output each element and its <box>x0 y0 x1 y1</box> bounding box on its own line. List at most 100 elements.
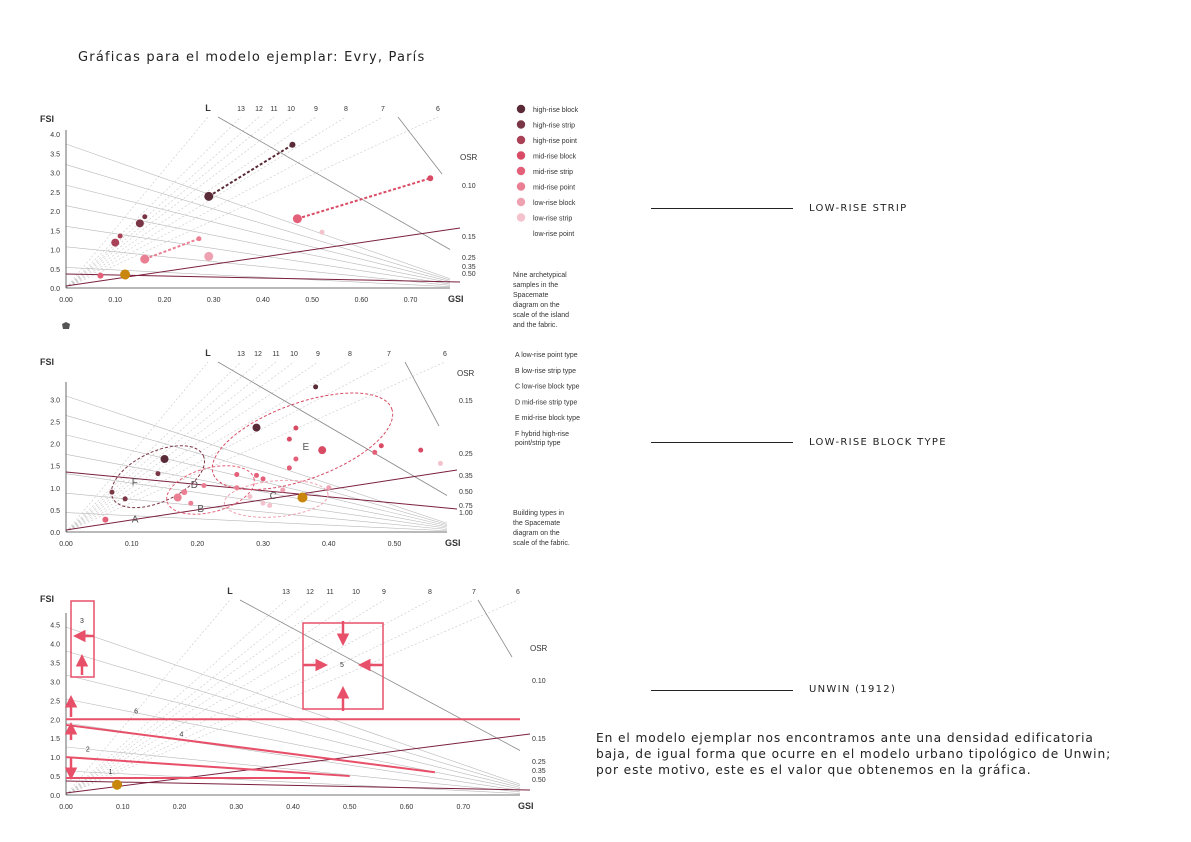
x-tick-label: 0.30 <box>207 297 221 304</box>
l-label: 7 <box>381 106 385 113</box>
l-label: 13 <box>237 106 245 113</box>
trend-line <box>297 177 431 220</box>
l-ray <box>65 116 384 289</box>
data-point <box>319 229 325 235</box>
legend-marker <box>516 166 526 176</box>
l-diagonal-line <box>404 361 440 427</box>
l-label: 8 <box>428 589 432 596</box>
x-tick-label: 0.40 <box>322 541 336 548</box>
x-tick-label: 0.10 <box>125 541 139 548</box>
l-label: 13 <box>282 589 290 596</box>
caption-line: Spacemate <box>513 292 549 299</box>
osr-label: 0.50 <box>532 777 546 784</box>
data-point <box>155 471 161 477</box>
trend-line <box>208 143 293 198</box>
data-point <box>293 456 299 462</box>
l-label: 11 <box>326 589 333 596</box>
l-label: 8 <box>348 351 352 358</box>
reference-line <box>65 471 458 510</box>
y-tick-label: 4.5 <box>50 623 60 630</box>
data-point <box>280 487 286 493</box>
y-tick-label: 0.0 <box>50 530 60 537</box>
caption-line: diagram on the <box>513 530 560 537</box>
data-point <box>109 489 115 495</box>
group-label: A <box>132 514 139 525</box>
legend-label: point/strip type <box>515 440 561 447</box>
osr-title: OSR <box>460 153 478 162</box>
l-label: 6 <box>443 351 447 358</box>
legend-marker <box>516 228 526 238</box>
caption-line: Building types in <box>513 510 564 517</box>
data-point <box>260 500 266 506</box>
l-label: 9 <box>314 106 318 113</box>
group-label: C <box>270 491 277 502</box>
osr-label: 0.35 <box>462 264 476 271</box>
paragraph-line: baja, de igual forma que ocurre en el mo… <box>596 747 1112 761</box>
unwin-box-label: 5 <box>340 662 344 669</box>
osr-label: 0.10 <box>532 678 546 685</box>
osr-label: 0.15 <box>459 398 473 405</box>
x-tick-label: 0.50 <box>305 297 319 304</box>
data-point <box>267 502 273 508</box>
legend-label: E mid-rise block type <box>515 415 580 422</box>
data-point <box>326 485 332 491</box>
legend-marker <box>516 213 526 222</box>
group-label: D <box>191 480 198 491</box>
l-ray <box>65 361 446 533</box>
page-title: Gráficas para el modelo ejemplar: Evry, … <box>78 50 426 65</box>
x-tick-label: 0.20 <box>191 541 205 548</box>
osr-line <box>65 164 451 281</box>
l-ray <box>65 116 317 289</box>
chart-panel-1 <box>62 104 526 329</box>
osr-label: 0.25 <box>459 451 473 458</box>
legend-label: A low-rise point type <box>515 352 578 359</box>
data-point <box>260 476 266 482</box>
l-ray <box>65 599 311 796</box>
caption-line: Nine archetypical <box>513 272 567 279</box>
x-tick-label: 0.00 <box>59 297 73 304</box>
y-tick-label: 3.0 <box>50 397 60 404</box>
legend-marker <box>516 197 526 207</box>
osr-line <box>65 453 448 528</box>
unwin-box-label: 3 <box>80 618 84 625</box>
group-label: B <box>197 504 204 515</box>
reference-line <box>65 780 531 791</box>
y-tick-label: 3.5 <box>50 660 60 667</box>
legend-label: high-rise block <box>533 107 579 114</box>
paragraph-line: por este motivo, este es el valor que ob… <box>596 763 1032 777</box>
legend-label: mid-rise block <box>533 154 577 161</box>
x-tick-label: 0.30 <box>256 541 270 548</box>
x-tick-label: 0.30 <box>229 804 243 811</box>
highlight-point <box>120 269 131 280</box>
l-label: 7 <box>387 351 391 358</box>
data-point <box>293 425 299 431</box>
unwin-line-label: 6 <box>134 709 138 716</box>
caption-line: scale of the fabric. <box>513 540 570 547</box>
l-label: 6 <box>436 106 440 113</box>
data-point <box>196 236 202 242</box>
osr-label: 0.35 <box>532 768 546 775</box>
legend-marker <box>516 135 526 145</box>
chart-panel-2 <box>65 361 458 533</box>
data-point <box>252 423 261 432</box>
reference-line <box>65 227 461 287</box>
pentagon-icon <box>62 322 70 329</box>
y-tick-label: 2.5 <box>50 190 60 197</box>
l-ray <box>65 599 385 796</box>
l-ray <box>65 361 319 533</box>
legend-label: C low-rise block type <box>515 384 580 391</box>
legend-label: low-rise strip <box>533 216 572 223</box>
x-tick-label: 0.00 <box>59 804 73 811</box>
data-point <box>142 214 148 220</box>
data-point <box>181 489 188 496</box>
l-label: 10 <box>287 106 295 113</box>
x-tick-label: 0.60 <box>400 804 414 811</box>
y-tick-label: 1.0 <box>50 486 60 493</box>
y-tick-label: 1.5 <box>50 228 60 235</box>
data-point <box>247 494 253 500</box>
l-ray <box>65 361 259 533</box>
osr-line <box>65 395 448 524</box>
l-ray <box>65 116 242 289</box>
l-ray <box>65 361 209 533</box>
data-point <box>204 191 214 201</box>
